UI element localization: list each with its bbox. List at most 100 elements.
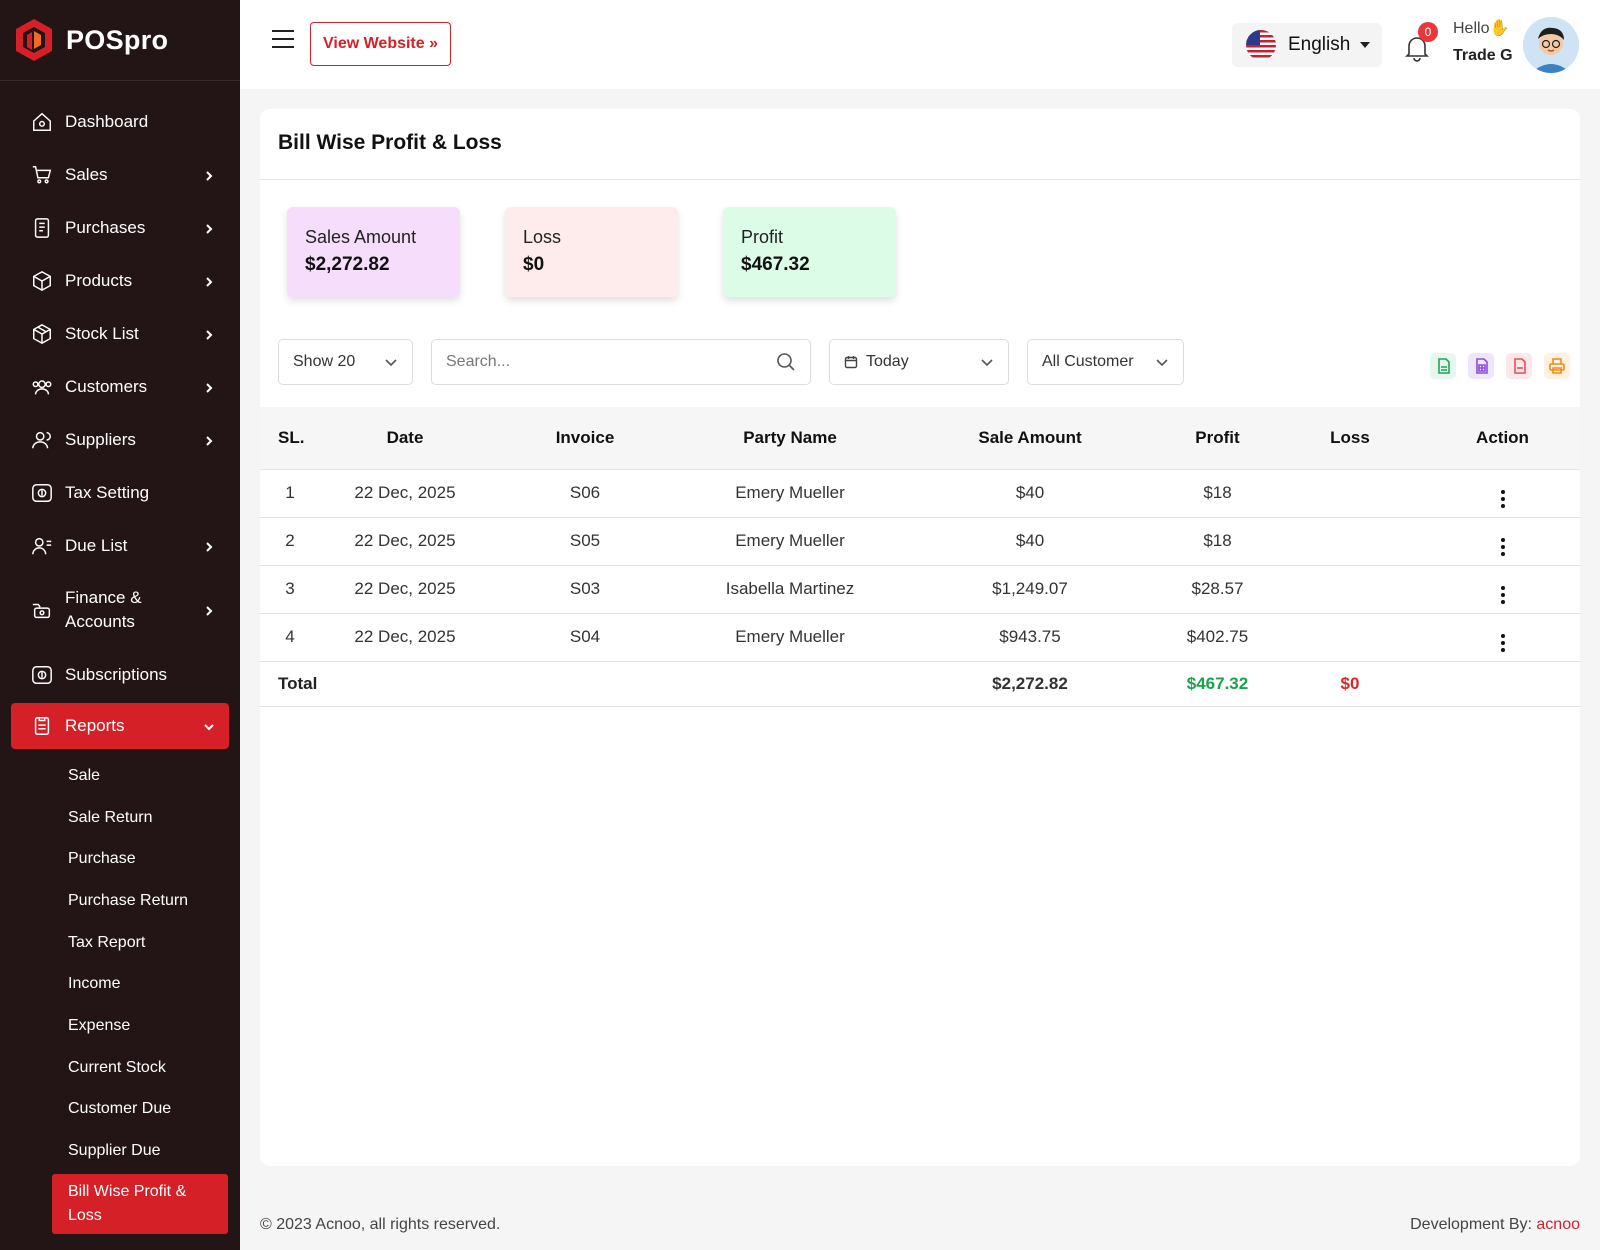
cell-profit: $18: [1203, 531, 1232, 550]
brand[interactable]: POSpro: [0, 0, 240, 81]
developer-link[interactable]: acnoo: [1536, 1216, 1580, 1233]
submenu-item-bill-wise-profit-loss[interactable]: Bill Wise Profit & Loss: [52, 1173, 228, 1234]
cell-loss: [1275, 565, 1425, 613]
box-icon: [30, 269, 54, 293]
show-entries-select[interactable]: Show 20: [278, 339, 413, 385]
csv-export-icon[interactable]: [1430, 353, 1456, 379]
col-party-name: Party Name: [743, 427, 837, 447]
submenu-item-sale[interactable]: Sale: [68, 766, 101, 784]
reports-submenu: Sale Sale Return Purchase Purchase Return Ta…: [0, 749, 240, 1234]
loss-card: Loss $0: [505, 207, 678, 297]
excel-export-icon[interactable]: [1468, 353, 1494, 379]
total-loss: $0: [1340, 673, 1360, 693]
developer-credit: Development By: acnoo: [1410, 1216, 1580, 1233]
pdf-export-icon[interactable]: [1506, 353, 1532, 379]
sidebar-item-label: Tax Setting: [65, 482, 150, 502]
print-icon[interactable]: [1544, 353, 1570, 379]
cell-date: 22 Dec, 2025: [354, 627, 456, 646]
cell-party: Emery Mueller: [735, 627, 845, 646]
sidebar-item-label: Due List: [65, 535, 128, 555]
submenu-item-income[interactable]: Income: [68, 975, 121, 993]
sidebar-item-dashboard[interactable]: Dashboard: [0, 95, 240, 148]
sidebar-item-suppliers[interactable]: Suppliers: [0, 413, 240, 466]
search-icon: [776, 352, 796, 372]
receipt-icon: [30, 216, 54, 240]
search-input[interactable]: Search...: [431, 339, 811, 385]
sales-amount-card: Sales Amount $2,272.82: [287, 207, 460, 297]
submenu-item-sale-return[interactable]: Sale Return: [68, 808, 153, 826]
chevron-down-icon: [980, 355, 994, 369]
more-options-icon[interactable]: [1500, 633, 1505, 652]
chevron-right-icon: [202, 433, 216, 447]
date-filter-value: Today: [866, 353, 909, 370]
caret-down-icon: [1360, 42, 1371, 48]
chevron-right-icon: [202, 221, 216, 235]
view-website-button[interactable]: View Website »: [310, 22, 451, 66]
more-options-icon[interactable]: [1500, 585, 1505, 604]
divider: [260, 179, 1580, 180]
submenu-item-supplier-due[interactable]: Supplier Due: [68, 1142, 161, 1160]
sidebar: POSpro Dashboard Sales Purchases Products St…: [0, 0, 240, 1250]
cell-action: [1425, 517, 1580, 565]
total-row: Total $2,272.82 $467.32 $0: [260, 661, 1580, 706]
cell-sale: $40: [1015, 531, 1045, 550]
more-options-icon[interactable]: [1500, 489, 1505, 508]
submenu-item-purchase-return[interactable]: Purchase Return: [68, 891, 189, 909]
sidebar-item-purchases[interactable]: Purchases: [0, 201, 240, 254]
calendar-icon: [844, 355, 858, 369]
stat-value: $2,272.82: [305, 254, 390, 275]
avatar[interactable]: [1523, 17, 1579, 73]
total-profit: $467.32: [1186, 673, 1249, 693]
menu-toggle-icon[interactable]: [272, 30, 294, 52]
submenu-item-tax-report[interactable]: Tax Report: [68, 933, 146, 951]
col-sale-amount: Sale Amount: [978, 427, 1082, 447]
date-filter-select[interactable]: Today: [829, 339, 1009, 385]
cell-invoice: S06: [569, 483, 601, 502]
total-label: Total: [278, 673, 318, 693]
submenu-item-customer-due[interactable]: Customer Due: [68, 1100, 172, 1118]
user-name: Trade G: [1453, 47, 1513, 64]
us-flag-icon: [1246, 30, 1276, 60]
stock-icon: [30, 322, 54, 346]
wave-hand-icon: ✋: [1489, 20, 1510, 37]
footer: © 2023 Acnoo, all rights reserved. Devel…: [240, 1188, 1600, 1250]
language-selector[interactable]: English: [1232, 23, 1382, 67]
customer-filter-select[interactable]: All Customer: [1027, 339, 1184, 385]
col-action: Action: [1476, 427, 1529, 447]
submenu-item-current-stock[interactable]: Current Stock: [68, 1058, 166, 1076]
cell-date: 22 Dec, 2025: [354, 531, 456, 550]
submenu-item-expense[interactable]: Expense: [68, 1016, 131, 1034]
cell-action: [1425, 613, 1580, 661]
cell-loss: [1275, 613, 1425, 661]
chevron-down-icon: [384, 355, 398, 369]
cart-icon: [30, 163, 54, 187]
sidebar-item-tax-setting[interactable]: Tax Setting: [0, 466, 240, 519]
submenu-item-purchase[interactable]: Purchase: [68, 850, 136, 868]
brand-name: POSpro: [66, 24, 169, 55]
sidebar-item-label: Purchases: [65, 217, 146, 237]
stat-title: Profit: [741, 227, 784, 247]
more-options-icon[interactable]: [1500, 537, 1505, 556]
sidebar-item-reports[interactable]: Reports: [11, 703, 229, 749]
home-icon: [30, 110, 54, 134]
due-icon: [30, 534, 54, 558]
sidebar-item-products[interactable]: Products: [0, 254, 240, 307]
sidebar-item-label: Sales: [65, 164, 108, 184]
table-row: 2 22 Dec, 2025 S05 Emery Mueller $40 $18: [260, 517, 1580, 565]
sidebar-item-finance-accounts[interactable]: Finance & Accounts: [0, 572, 240, 648]
table-row: 4 22 Dec, 2025 S04 Emery Mueller $943.75 $402…: [260, 613, 1580, 661]
sidebar-item-subscriptions[interactable]: Subscriptions: [0, 648, 240, 701]
sidebar-item-due-list[interactable]: Due List: [0, 519, 240, 572]
cell-sale: $943.75: [999, 627, 1061, 646]
profit-loss-table: SL. Date Invoice Party Name Sale Amount …: [260, 407, 1580, 707]
stat-value: $0: [523, 254, 545, 275]
cell-invoice: S04: [569, 627, 601, 646]
cell-sl: 2: [285, 531, 295, 550]
sidebar-item-customers[interactable]: Customers: [0, 360, 240, 413]
sidebar-item-sales[interactable]: Sales: [0, 148, 240, 201]
language-label: English: [1288, 34, 1351, 55]
sidebar-item-label: Products: [65, 270, 133, 290]
sidebar-item-stock-list[interactable]: Stock List: [0, 307, 240, 360]
cell-invoice: S03: [569, 579, 601, 598]
cell-party: Emery Mueller: [735, 483, 845, 502]
